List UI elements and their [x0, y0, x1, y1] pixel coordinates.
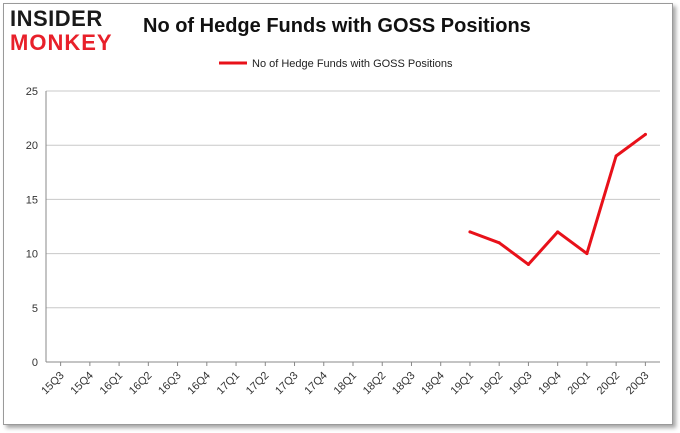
x-tick-label-16Q1: 16Q1 — [98, 370, 126, 398]
logo-text-insider: INSIDER — [10, 6, 103, 31]
data-point-20Q3 — [643, 132, 647, 136]
x-tick-label-17Q4: 17Q4 — [302, 370, 330, 398]
x-tick-label-18Q3: 18Q3 — [390, 370, 418, 398]
x-tick-label-18Q4: 18Q4 — [419, 370, 447, 398]
data-point-19Q1 — [468, 230, 472, 234]
chart-title: No of Hedge Funds with GOSS Positions — [143, 15, 531, 37]
x-tick-label-20Q3: 20Q3 — [624, 370, 652, 398]
x-tick-label-17Q1: 17Q1 — [215, 370, 243, 398]
x-tick-label-15Q3: 15Q3 — [39, 370, 67, 398]
x-tick-label-19Q3: 19Q3 — [507, 370, 535, 398]
data-point-19Q4 — [556, 230, 560, 234]
data-point-20Q2 — [614, 154, 618, 158]
x-tick-label-19Q4: 19Q4 — [536, 370, 564, 398]
x-tick-label-15Q4: 15Q4 — [68, 370, 96, 398]
data-point-20Q1 — [585, 252, 589, 256]
x-tick-label-16Q2: 16Q2 — [127, 370, 155, 398]
insider-monkey-logo: INSIDER MONKEY — [10, 8, 128, 56]
x-tick-label-16Q4: 16Q4 — [185, 370, 213, 398]
x-tick-label-17Q2: 17Q2 — [244, 370, 272, 398]
x-tick-label-19Q2: 19Q2 — [478, 370, 506, 398]
x-tick-label-18Q1: 18Q1 — [332, 370, 360, 398]
y-tick-label-20: 20 — [26, 140, 38, 152]
data-point-19Q2 — [497, 241, 501, 245]
x-tick-label-20Q1: 20Q1 — [566, 370, 594, 398]
x-tick-label-17Q3: 17Q3 — [273, 370, 301, 398]
y-tick-label-5: 5 — [32, 303, 38, 315]
data-point-19Q3 — [526, 262, 530, 266]
x-tick-label-16Q3: 16Q3 — [156, 370, 184, 398]
logo-text-monkey: MONKEY — [10, 30, 113, 55]
y-tick-label-25: 25 — [26, 86, 38, 98]
x-tick-label-20Q2: 20Q2 — [595, 370, 623, 398]
chart-frame — [3, 3, 673, 425]
y-tick-label-10: 10 — [26, 249, 38, 261]
legend-label: No of Hedge Funds with GOSS Positions — [252, 58, 453, 70]
x-tick-label-18Q2: 18Q2 — [361, 370, 389, 398]
x-tick-label-19Q1: 19Q1 — [449, 370, 477, 398]
y-tick-label-15: 15 — [26, 194, 38, 206]
y-tick-label-0: 0 — [32, 357, 38, 369]
